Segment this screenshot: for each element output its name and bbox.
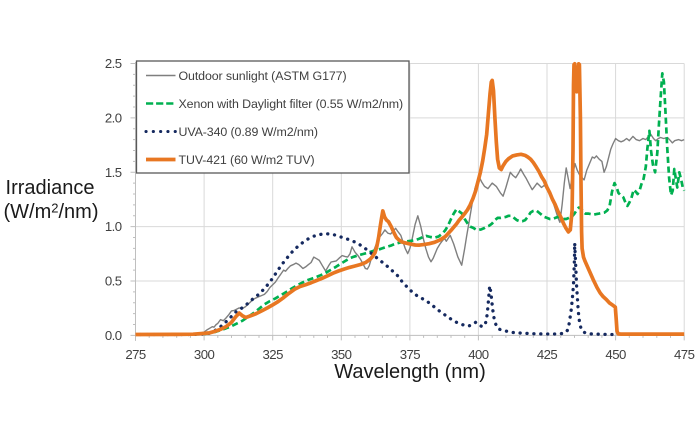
svg-text:0.0: 0.0 [105, 328, 122, 343]
svg-text:400: 400 [468, 347, 489, 362]
svg-text:350: 350 [331, 347, 352, 362]
svg-text:Xenon with Daylight filter (0.: Xenon with Daylight filter (0.55 W/m2/nm… [179, 97, 404, 111]
svg-text:325: 325 [263, 347, 284, 362]
svg-text:UVA-340 (0.89 W/m2/nm): UVA-340 (0.89 W/m2/nm) [179, 125, 318, 139]
svg-text:450: 450 [605, 347, 626, 362]
svg-text:475: 475 [674, 347, 695, 362]
svg-text:2.0: 2.0 [105, 110, 122, 125]
svg-text:Wavelength (nm): Wavelength (nm) [334, 361, 486, 383]
svg-text:Outdoor sunlight (ASTM G177): Outdoor sunlight (ASTM G177) [179, 69, 347, 83]
svg-text:1.0: 1.0 [105, 219, 122, 234]
svg-text:425: 425 [537, 347, 558, 362]
svg-text:(W/m2/nm): (W/m2/nm) [4, 201, 99, 224]
svg-text:0.5: 0.5 [105, 274, 122, 289]
svg-text:Irradiance: Irradiance [6, 177, 95, 199]
svg-text:TUV-421 (60 W/m2 TUV): TUV-421 (60 W/m2 TUV) [179, 153, 315, 167]
svg-text:275: 275 [125, 347, 146, 362]
svg-text:2.5: 2.5 [105, 56, 122, 71]
svg-text:300: 300 [194, 347, 215, 362]
svg-text:1.5: 1.5 [105, 165, 122, 180]
svg-text:375: 375 [400, 347, 421, 362]
